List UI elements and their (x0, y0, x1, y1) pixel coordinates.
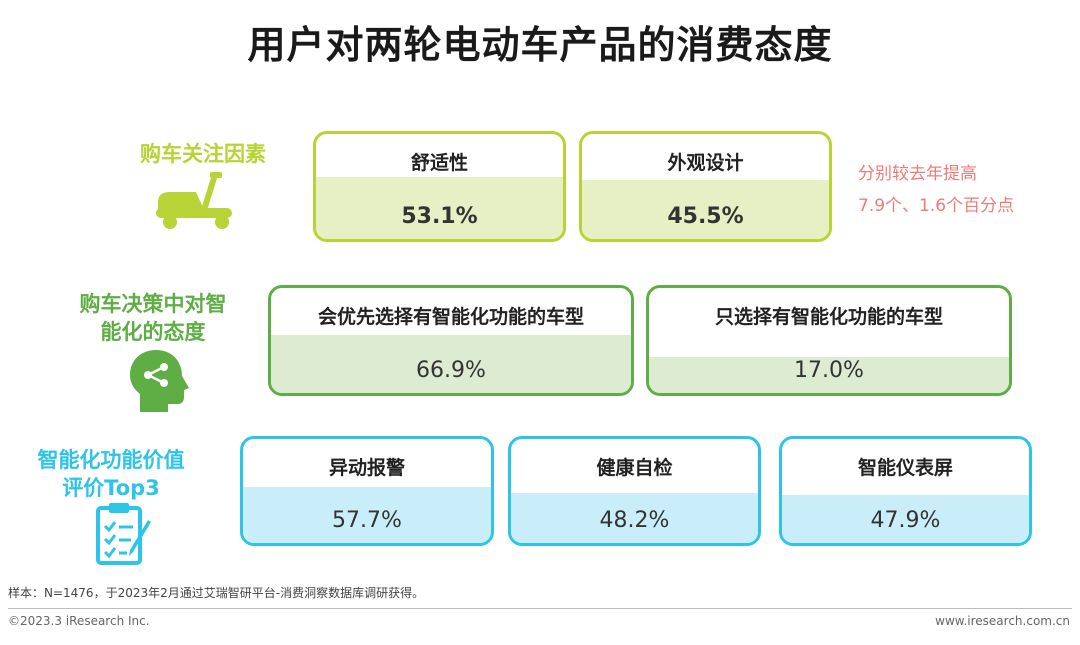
website-link[interactable]: www.iresearch.com.cn (935, 614, 1070, 628)
head-profile-icon (126, 348, 192, 418)
card-label: 会优先选择有智能化功能的车型 (317, 306, 584, 328)
card-label: 外观设计 (667, 152, 744, 174)
footer-divider (8, 608, 1072, 609)
page-title: 用户对两轮电动车产品的消费态度 (247, 23, 833, 67)
card-value: 66.9% (416, 358, 486, 383)
copyright: ©2023.3 iResearch Inc. (8, 614, 150, 628)
card-label: 智能仪表屏 (857, 457, 953, 479)
value-fill (511, 493, 758, 543)
card-label: 舒适性 (410, 152, 468, 174)
card-anomaly-alarm: 异动报警 57.7% (240, 436, 494, 546)
card-value: 48.2% (599, 508, 670, 533)
card-value: 45.5% (667, 204, 744, 229)
card-only-smart: 只选择有智能化功能的车型 17.0% (646, 285, 1012, 396)
value-fill (271, 335, 631, 393)
value-fill (243, 487, 491, 543)
card-comfort: 舒适性 53.1% (313, 131, 566, 242)
change-note: 分别较去年提高 7.9个、1.6个百分点 (858, 164, 1015, 216)
row-label-smart-attitude: 购车决策中对智 能化的态度 (79, 292, 227, 344)
card-label: 只选择有智能化功能的车型 (714, 306, 943, 328)
card-prefer-smart: 会优先选择有智能化功能的车型 66.9% (268, 285, 634, 396)
card-value: 47.9% (870, 508, 941, 533)
scooter-icon (152, 172, 240, 234)
value-fill (582, 180, 829, 239)
sample-note: 样本：N=1476，于2023年2月通过艾瑞智研平台-消费洞察数据库调研获得。 (8, 586, 425, 600)
card-value: 17.0% (794, 358, 864, 383)
row-label-purchase-factors: 购车关注因素 (140, 142, 266, 166)
card-appearance: 外观设计 45.5% (579, 131, 832, 242)
card-health-check: 健康自检 48.2% (508, 436, 761, 546)
card-label: 异动报警 (328, 457, 405, 479)
clipboard-checklist-icon (95, 500, 155, 570)
card-smart-dashboard: 智能仪表屏 47.9% (779, 436, 1032, 546)
card-value: 53.1% (401, 204, 478, 229)
card-label: 健康自检 (596, 457, 673, 479)
row-label-smart-top3: 智能化功能价值 评价Top3 (37, 448, 185, 500)
value-fill (649, 357, 1009, 393)
card-value: 57.7% (332, 508, 402, 533)
value-fill (782, 495, 1029, 543)
value-fill (316, 177, 563, 239)
